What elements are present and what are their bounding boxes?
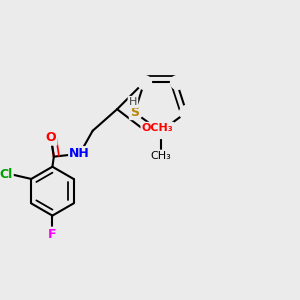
Text: S: S xyxy=(130,106,139,119)
Text: CH₃: CH₃ xyxy=(150,151,171,161)
Text: NH: NH xyxy=(69,147,90,160)
Text: Cl: Cl xyxy=(0,168,13,181)
Text: O: O xyxy=(46,131,56,145)
Text: F: F xyxy=(48,228,57,241)
Text: H: H xyxy=(129,97,137,107)
Text: OCH₃: OCH₃ xyxy=(142,123,173,133)
